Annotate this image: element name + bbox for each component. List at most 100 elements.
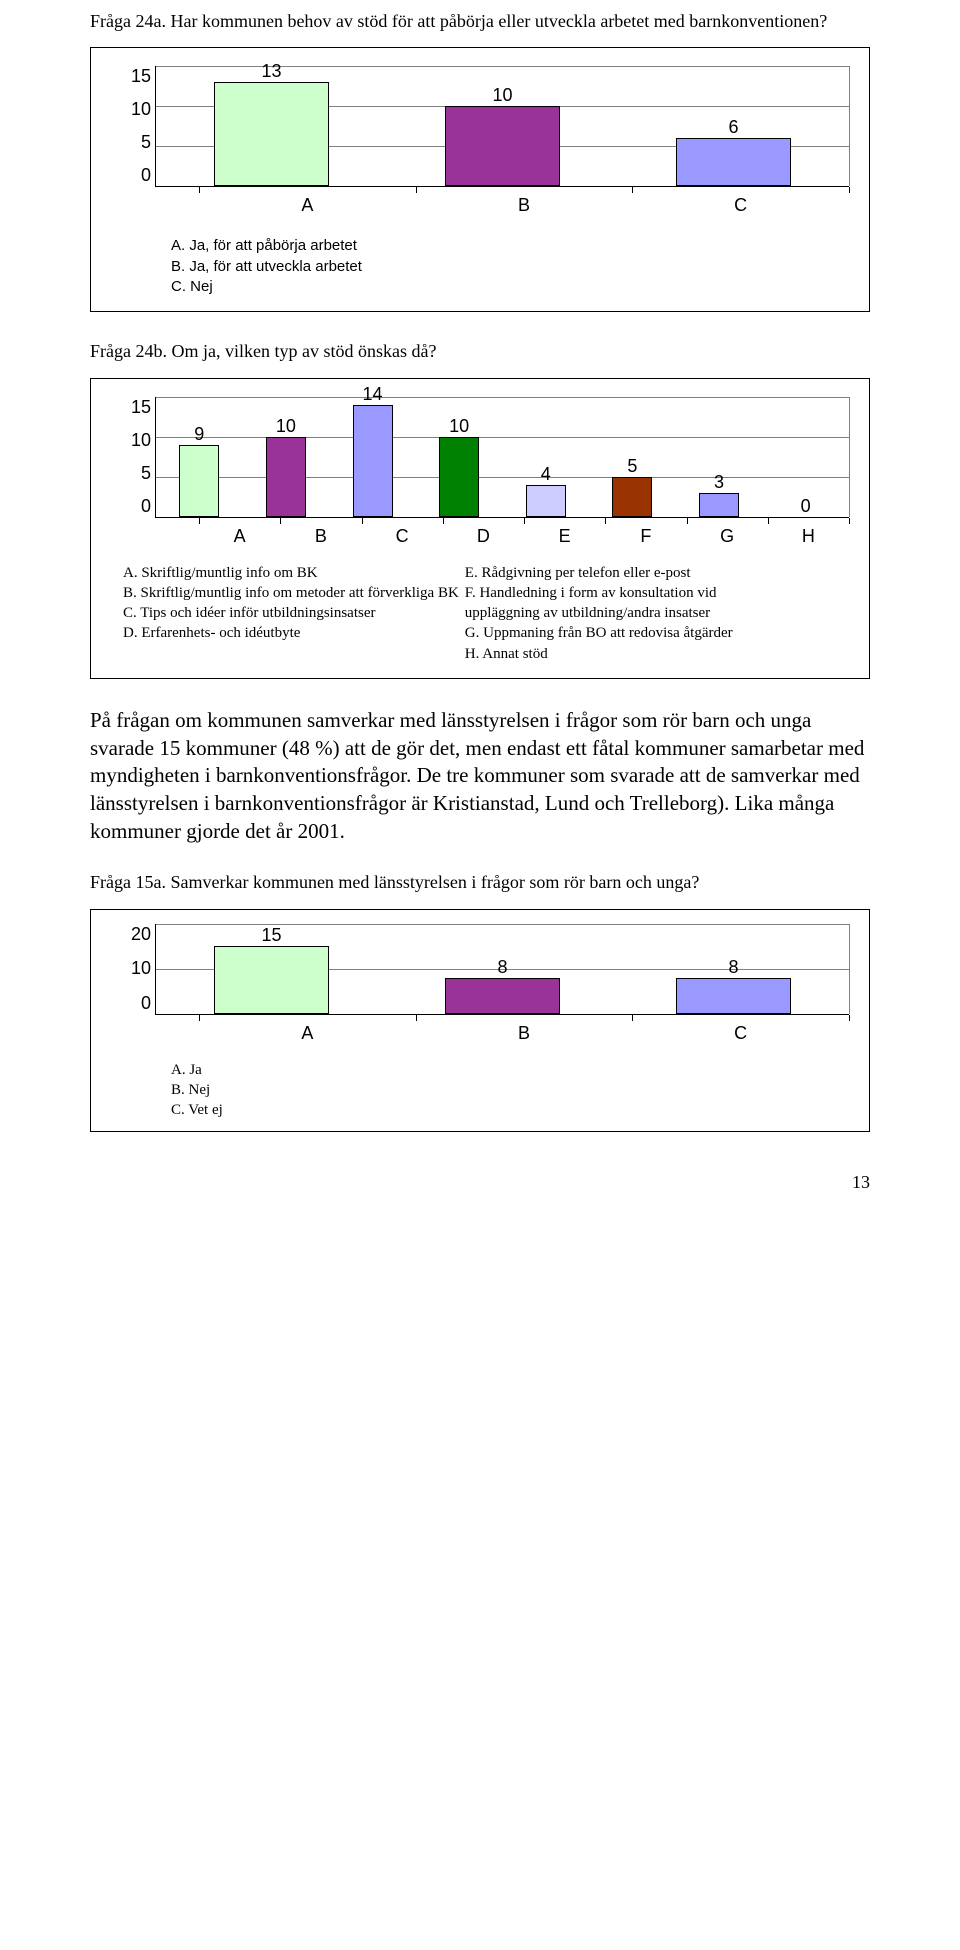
- bar: [445, 106, 560, 186]
- bar-group: 5: [589, 457, 676, 517]
- x-tick-label: A: [199, 195, 416, 216]
- y-tick-label: 15: [131, 66, 151, 87]
- bar: [439, 437, 479, 517]
- y-tick-label: 20: [131, 924, 151, 945]
- legend-line: B. Nej: [171, 1080, 849, 1100]
- bar-value-label: 10: [276, 417, 296, 435]
- body-paragraph: På frågan om kommunen samverkar med läns…: [90, 707, 870, 846]
- bar-group: 4: [503, 465, 590, 517]
- bars: 13106: [156, 66, 849, 186]
- bar-value-label: 8: [728, 958, 738, 976]
- y-tick-label: 5: [141, 463, 151, 484]
- x-tick-label: B: [280, 526, 361, 547]
- bars: 1588: [156, 924, 849, 1014]
- x-tick-label: H: [768, 526, 849, 547]
- bar: [266, 437, 306, 517]
- bar: [612, 477, 652, 517]
- legend-line: H. Annat stöd: [465, 644, 849, 664]
- chart-24a: 15105013106ABC: [111, 66, 849, 216]
- bar-group: 15: [156, 926, 387, 1014]
- legend-line: D. Erfarenhets- och idéutbyte: [123, 623, 459, 643]
- x-tick-label: D: [443, 526, 524, 547]
- legend-line: B. Ja, för att utveckla arbetet: [171, 257, 849, 277]
- bar-group: 0: [762, 497, 849, 517]
- bar-group: 9: [156, 425, 243, 517]
- x-ticks: [199, 518, 849, 524]
- legend-line: uppläggning av utbildning/andra insatser: [465, 603, 849, 623]
- bar: [699, 493, 739, 517]
- y-tick-label: 0: [141, 496, 151, 517]
- bar: [353, 405, 393, 517]
- chart-24b-legend: A. Skriftlig/muntlig info om BKB. Skrift…: [123, 563, 849, 664]
- legend-line: G. Uppmaning från BO att redovisa åtgärd…: [465, 623, 849, 643]
- x-tick-label: A: [199, 1023, 416, 1044]
- bar-group: 10: [243, 417, 330, 517]
- plot-area: 13106: [155, 66, 849, 187]
- x-tick-label: F: [605, 526, 686, 547]
- plot-area: 91014104530: [155, 397, 849, 518]
- bar-value-label: 6: [728, 118, 738, 136]
- x-tick-label: E: [524, 526, 605, 547]
- bar-value-label: 8: [497, 958, 507, 976]
- chart-24b-legend-right: E. Rådgivning per telefon eller e-postF.…: [465, 563, 849, 664]
- y-tick-label: 15: [131, 397, 151, 418]
- bar-value-label: 10: [492, 86, 512, 104]
- bar-group: 13: [156, 62, 387, 186]
- bar-group: 3: [676, 473, 763, 517]
- bar-value-label: 10: [449, 417, 469, 435]
- bar-value-label: 4: [541, 465, 551, 483]
- bar-value-label: 0: [801, 497, 811, 515]
- legend-line: B. Skriftlig/muntlig info om metoder att…: [123, 583, 459, 603]
- y-axis: 20100: [111, 924, 151, 1014]
- bar: [526, 485, 566, 517]
- x-tick-label: G: [687, 526, 768, 547]
- y-tick-label: 0: [141, 165, 151, 186]
- question-24a-title: Fråga 24a. Har kommunen behov av stöd fö…: [90, 10, 870, 33]
- chart-24b-legend-left: A. Skriftlig/muntlig info om BKB. Skrift…: [123, 563, 459, 664]
- question-24b-title: Fråga 24b. Om ja, vilken typ av stöd öns…: [90, 340, 870, 363]
- bar: [676, 978, 791, 1014]
- legend-line: E. Rådgivning per telefon eller e-post: [465, 563, 849, 583]
- page-number: 13: [90, 1172, 870, 1193]
- x-ticks: [199, 187, 849, 193]
- bar-group: 6: [618, 118, 849, 186]
- chart-15a: 201001588ABC: [111, 924, 849, 1044]
- y-tick-label: 5: [141, 132, 151, 153]
- bar: [445, 978, 560, 1014]
- bar-group: 14: [329, 385, 416, 517]
- bar-group: 10: [387, 86, 618, 186]
- y-tick-label: 10: [131, 99, 151, 120]
- x-tick-label: C: [632, 195, 849, 216]
- bar-value-label: 5: [627, 457, 637, 475]
- legend-line: C. Nej: [171, 277, 849, 297]
- x-tick-label: A: [199, 526, 280, 547]
- x-ticks: [199, 1015, 849, 1021]
- x-axis-labels: ABC: [199, 195, 849, 216]
- bar: [214, 82, 329, 186]
- chart-24a-legend: A. Ja, för att påbörja arbetetB. Ja, för…: [171, 236, 849, 297]
- bars: 91014104530: [156, 397, 849, 517]
- legend-line: F. Handledning i form av konsultation vi…: [465, 583, 849, 603]
- x-axis-labels: ABC: [199, 1023, 849, 1044]
- chart-15a-legend: A. JaB. NejC. Vet ej: [171, 1060, 849, 1121]
- chart-24a-box: 15 10 5 0 13 10 6 ABC A. Ja, för att påbörja ar…: [90, 47, 870, 312]
- bar-value-label: 15: [261, 926, 281, 944]
- bar-group: 8: [618, 958, 849, 1014]
- x-tick-label: B: [416, 1023, 633, 1044]
- bar-value-label: 13: [261, 62, 281, 80]
- question-15a-title: Fråga 15a. Samverkar kommunen med länsst…: [90, 871, 870, 894]
- chart-24b: 15105091014104530ABCDEFGH: [111, 397, 849, 547]
- y-tick-label: 10: [131, 430, 151, 451]
- x-tick-label: C: [632, 1023, 849, 1044]
- bar-value-label: 14: [363, 385, 383, 403]
- legend-line: C. Vet ej: [171, 1100, 849, 1120]
- y-axis: 15 10 5 0: [111, 397, 151, 517]
- bar-value-label: 9: [194, 425, 204, 443]
- bar-group: 10: [416, 417, 503, 517]
- legend-line: A. Ja, för att påbörja arbetet: [171, 236, 849, 256]
- x-tick-label: C: [362, 526, 443, 547]
- legend-line: A. Skriftlig/muntlig info om BK: [123, 563, 459, 583]
- x-axis-labels: ABCDEFGH: [199, 526, 849, 547]
- bar: [179, 445, 219, 517]
- bar: [676, 138, 791, 186]
